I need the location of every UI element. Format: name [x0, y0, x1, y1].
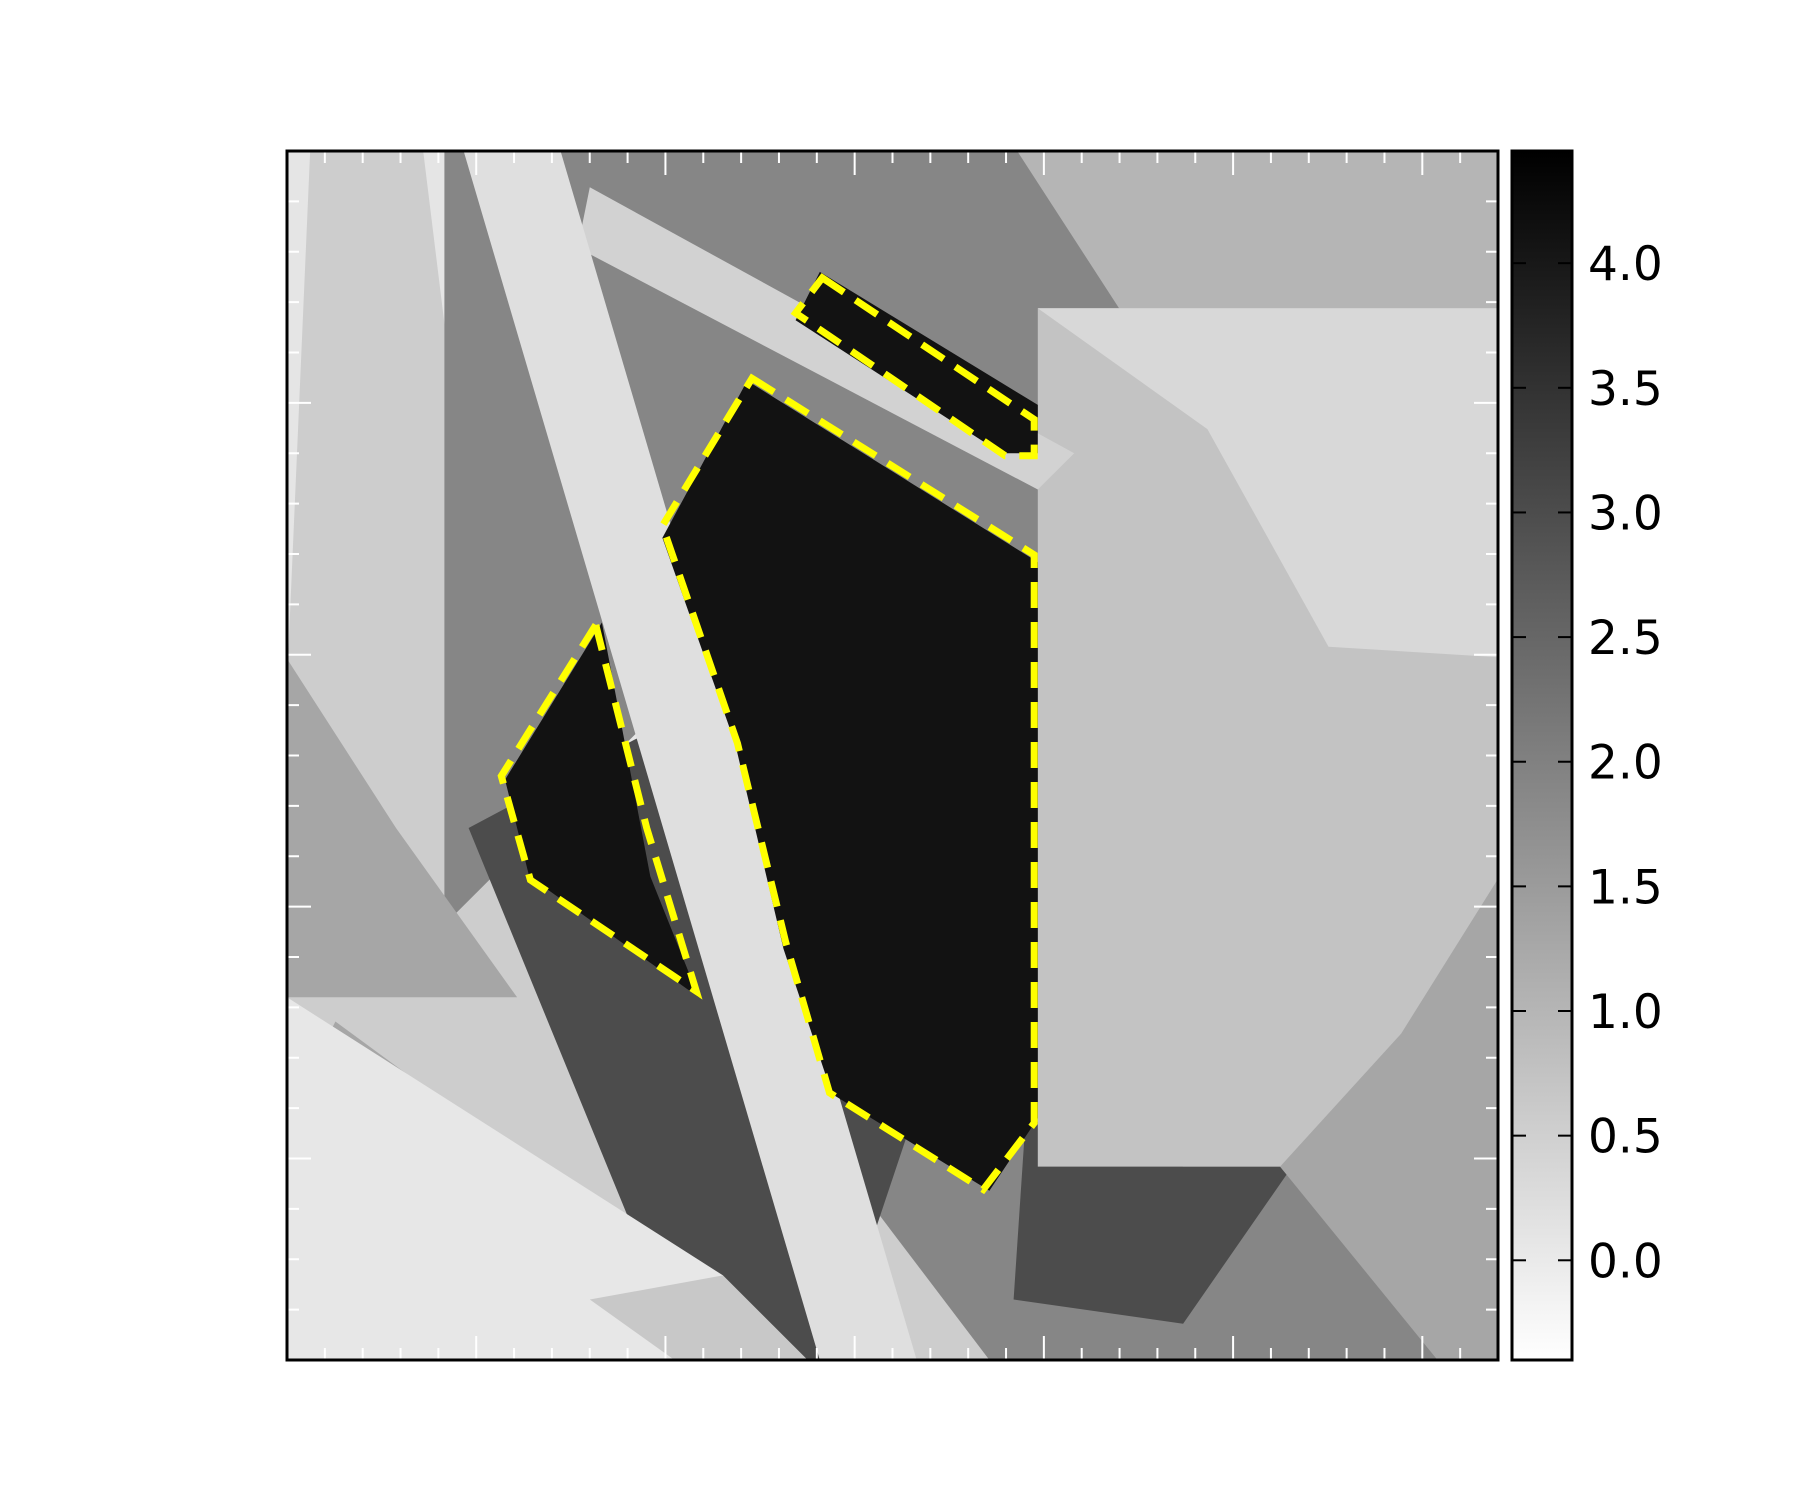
contour-line-1 — [658, 373, 1038, 1195]
heatmap-region-9 — [1013, 1118, 1293, 1324]
heatmap-region-18 — [795, 271, 1038, 454]
heatmap-region-13 — [1280, 878, 1498, 1360]
axes-frame — [285, 149, 1500, 1362]
colorbar-tick-label: 1.5 — [1588, 860, 1663, 915]
colorbar-tick-label: 4.0 — [1588, 237, 1663, 292]
heatmap-region-14 — [287, 997, 723, 1360]
heatmap-region-6 — [287, 658, 518, 998]
plot-area — [285, 149, 1500, 1362]
colorbar-tick-label: 3.5 — [1588, 362, 1663, 417]
heatmap-image — [287, 151, 1498, 1360]
colorbar: 0.0 0.5 1.0 1.5 2.0 2.5 3.0 3.5 4.0 — [1510, 149, 1663, 1362]
heatmap-region-19 — [662, 380, 1038, 1191]
colorbar-tick-label: 3.0 — [1588, 486, 1663, 541]
colorbar-frame — [1510, 149, 1574, 1362]
heatmap-region-20 — [505, 622, 699, 998]
contour-line-2 — [497, 616, 703, 1000]
heatmap-region-11 — [1037, 308, 1498, 658]
axis-ticks — [287, 151, 1498, 1360]
heatmap-region-17 — [463, 151, 917, 1360]
colorbar-tick-label: 0.5 — [1588, 1110, 1663, 1165]
contour-lines — [497, 273, 1038, 1195]
colorbar-tick-label: 0.0 — [1588, 1234, 1663, 1289]
colorbar-tick-label: 2.0 — [1588, 736, 1663, 791]
colorbar-tick-label: 2.5 — [1588, 611, 1663, 666]
contour-line-0 — [790, 273, 1038, 460]
heatmap-region-15 — [589, 1275, 808, 1360]
colorbar-tick-label: 1.0 — [1588, 985, 1663, 1040]
colorbar-ticks: 0.0 0.5 1.0 1.5 2.0 2.5 3.0 3.5 4.0 — [1512, 237, 1663, 1289]
colorbar-gradient — [1512, 151, 1572, 1360]
